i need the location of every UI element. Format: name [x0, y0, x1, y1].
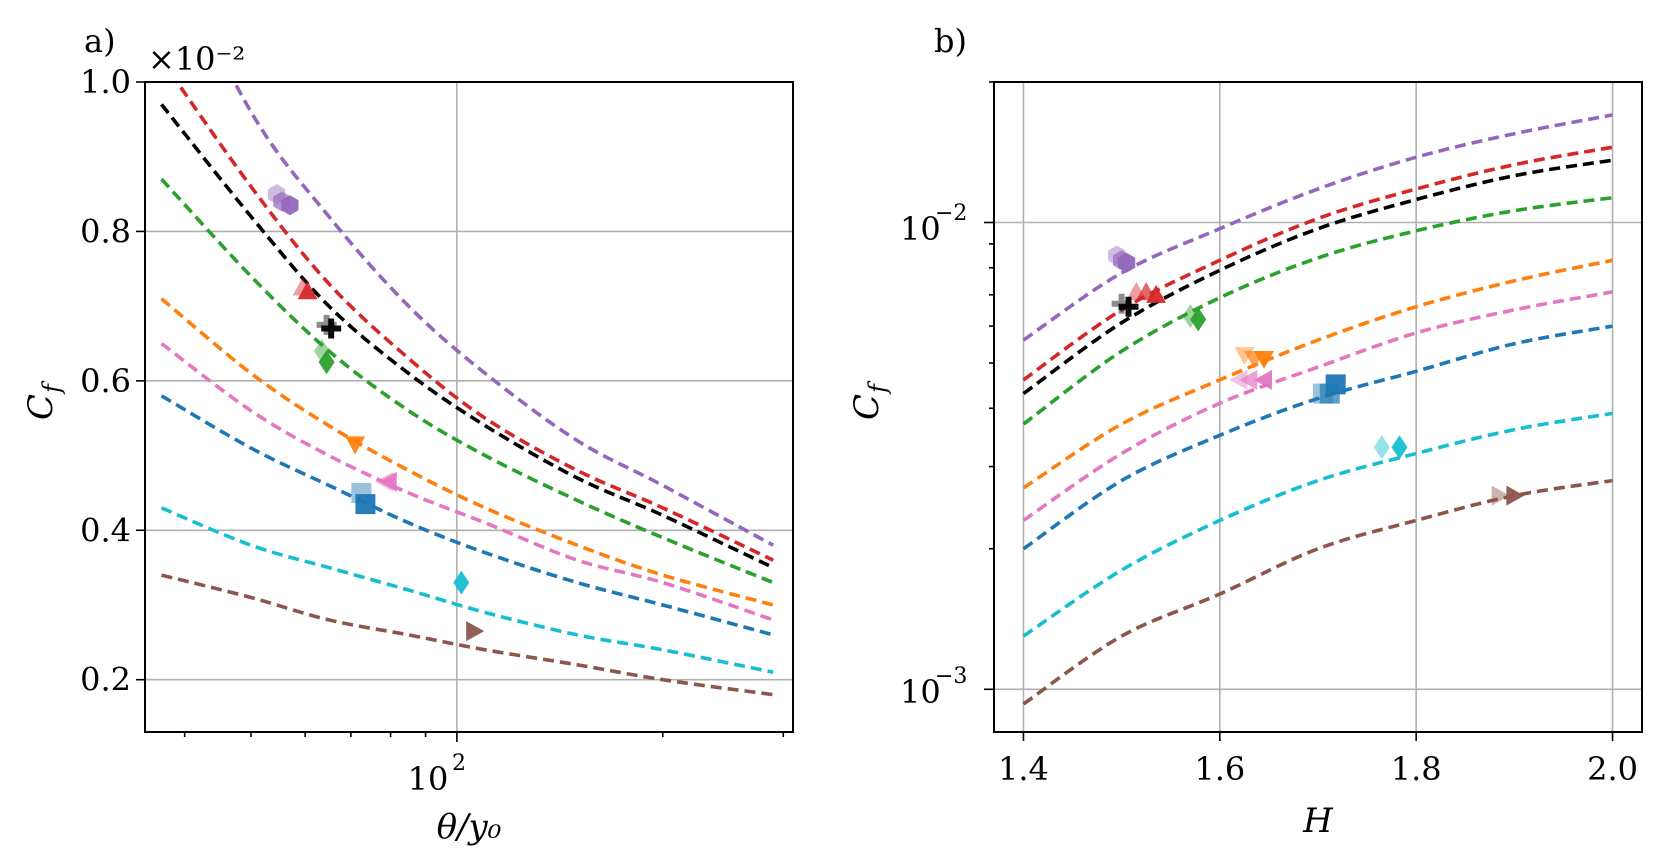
cyan-diamond-marker	[1391, 435, 1408, 460]
panel-b-label: b)	[934, 22, 967, 60]
cyan-diamond-marker	[1373, 435, 1390, 460]
panel-a-scale-label: ×10⁻²	[148, 40, 245, 78]
panel-a: a) ×10⁻² 0.2 0.4 0.6 0.8 1.0 10 2 θ/y₀ C f	[21, 22, 794, 847]
panel-a-ylabel: C f	[21, 380, 66, 420]
series-pink-line	[1022, 290, 1613, 522]
panel-b-xlabel: H	[1302, 801, 1334, 841]
brown-triangle-right-marker	[466, 621, 485, 642]
series-blue-line	[1022, 324, 1613, 551]
pink-triangle-left-marker	[1239, 369, 1258, 390]
panel-a-xtick-label: 10 2	[408, 751, 466, 798]
series-purple-line	[1022, 113, 1613, 342]
series-green-line	[1022, 195, 1613, 426]
panel-b-ytick-labels: 10 −2 10 −3	[900, 201, 967, 711]
panel-a-ylabel-sub: f	[38, 380, 66, 395]
green-diamond-marker	[1190, 307, 1207, 332]
blue-square-marker	[1325, 374, 1346, 395]
ytick-label: 0.6	[80, 362, 131, 400]
ytick-label: 0.8	[80, 212, 131, 250]
panel-b-ytick-label-1e-3: 10	[900, 673, 941, 711]
red-triangle-up-marker	[297, 281, 318, 300]
panel-a-ylabel-main: C	[21, 394, 61, 420]
black-plus-marker	[1118, 296, 1139, 317]
series-black-line	[1022, 158, 1613, 396]
series-black-line	[160, 103, 774, 570]
panel-b-ytick-label-1e-2: 10	[900, 210, 941, 248]
panel-b: b) 1.4 1.6 1.8 2.0 10 −2 10 −3 H C f	[847, 22, 1643, 841]
panel-a-series	[160, 82, 775, 697]
xtick-label: 2.0	[1587, 750, 1638, 788]
series-green-line	[160, 177, 774, 585]
series-brown-line	[1022, 478, 1613, 706]
panel-a-frame	[144, 81, 794, 733]
ytick-label: 0.4	[80, 511, 131, 549]
panel-b-y-axis	[984, 81, 994, 691]
panel-b-ytick-exp-1e-2: −2	[935, 201, 967, 226]
panel-a-y-axis: 0.2 0.4 0.6 0.8 1.0	[80, 63, 145, 699]
series-blue-line	[160, 394, 774, 637]
red-triangle-up-marker	[1146, 284, 1166, 303]
blue-square-marker	[355, 494, 376, 515]
panel-a-xtick-exp: 2	[452, 751, 466, 776]
panel-b-ylabel: C f	[847, 380, 892, 420]
pink-triangle-left-marker	[378, 471, 397, 492]
ytick-label: 1.0	[80, 63, 131, 101]
panel-b-x-axis: 1.4 1.6 1.8 2.0	[998, 732, 1638, 788]
panel-a-xlabel: θ/y₀	[437, 807, 502, 847]
panel-b-ylabel-main: C	[847, 394, 887, 420]
series-purple-line	[232, 82, 775, 547]
black-plus-marker	[321, 318, 342, 339]
series-brown-line	[161, 573, 774, 697]
purple-hexagon-marker	[1117, 252, 1136, 273]
series-orange-line	[1022, 258, 1613, 490]
series-cyan-line	[160, 506, 774, 674]
panel-a-x-axis	[183, 732, 785, 742]
orange-triangle-down-marker	[345, 436, 366, 455]
series-red-line	[1022, 145, 1613, 382]
xtick-label: 1.4	[998, 750, 1049, 788]
panel-b-ylabel-sub: f	[864, 380, 892, 395]
xtick-label: 1.6	[1194, 750, 1245, 788]
panel-b-series	[1022, 113, 1613, 706]
pink-triangle-left-marker	[1229, 369, 1248, 390]
panel-b-markers	[1108, 245, 1525, 506]
panel-b-ytick-exp-1e-3: −3	[935, 664, 967, 689]
panel-a-xtick-base: 10	[408, 760, 449, 798]
series-pink-line	[160, 342, 774, 622]
green-diamond-marker	[318, 350, 335, 375]
panel-a-label: a)	[84, 22, 116, 60]
orange-triangle-down-marker	[1254, 351, 1274, 370]
panel-b-grid	[994, 82, 1642, 732]
series-cyan-line	[1022, 411, 1613, 638]
purple-hexagon-marker	[281, 195, 299, 216]
cyan-diamond-marker	[453, 570, 470, 595]
brown-triangle-right-marker	[1506, 485, 1525, 506]
panel-a-markers	[267, 184, 485, 642]
series-red-line	[174, 82, 774, 562]
brown-triangle-right-marker	[1491, 485, 1510, 506]
ytick-label: 0.2	[80, 661, 131, 699]
series-orange-line	[160, 297, 774, 607]
xtick-label: 1.8	[1391, 750, 1442, 788]
panel-b-frame	[993, 81, 1643, 733]
pink-triangle-left-marker	[1254, 369, 1272, 390]
